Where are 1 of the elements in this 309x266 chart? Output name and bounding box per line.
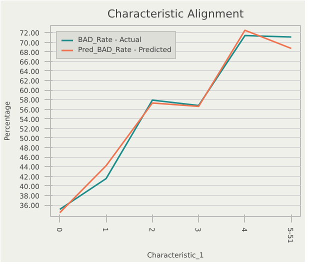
- chart-title: Characteristic Alignment: [107, 8, 244, 20]
